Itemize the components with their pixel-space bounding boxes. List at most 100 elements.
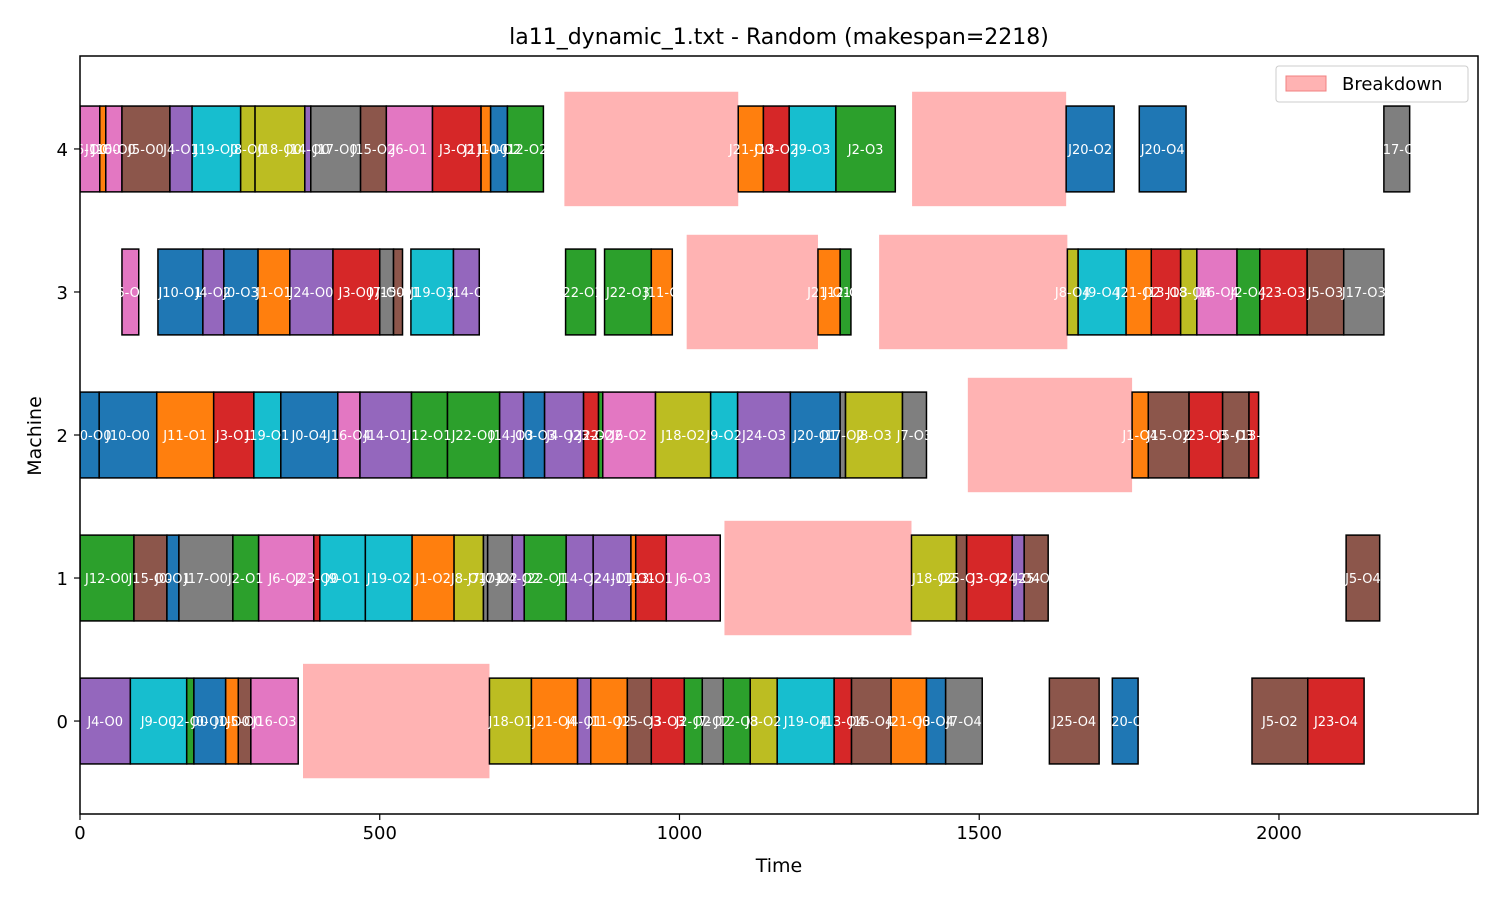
breakdown-block bbox=[724, 520, 912, 636]
operation-bar bbox=[178, 534, 234, 622]
operation-label: J23-O3 bbox=[1183, 429, 1228, 444]
operation-bar bbox=[1111, 677, 1139, 765]
operation-bar bbox=[788, 105, 837, 193]
operation-label: J14-O bbox=[448, 286, 485, 301]
operation-label: J5-O3 bbox=[1307, 286, 1344, 301]
operation-label: J17-O0 bbox=[313, 143, 358, 158]
operation-label: J11-O1 bbox=[162, 429, 207, 444]
operation-bar bbox=[602, 391, 657, 479]
operation-bar bbox=[121, 105, 171, 193]
operation-label: J1-O4 bbox=[1121, 429, 1158, 444]
operation-label: J18-O2 bbox=[911, 572, 956, 587]
operation-label: J22-O0 bbox=[451, 429, 496, 444]
operation-label: J16-O4 bbox=[326, 429, 371, 444]
operation-label: J12-O2 bbox=[823, 286, 868, 301]
operation-label: J5-O3 bbox=[1217, 429, 1254, 444]
operation-label: J13-O2 bbox=[753, 143, 798, 158]
operation-bar bbox=[1147, 391, 1190, 479]
operation-label: J24-O0 bbox=[288, 286, 333, 301]
operation-label: J21-O1 bbox=[806, 286, 851, 301]
operation-label: J12-O3 bbox=[714, 715, 759, 730]
operation-bar bbox=[634, 534, 668, 622]
operation-label: J22-O1 bbox=[522, 572, 567, 587]
operation-label: J18-O2 bbox=[660, 429, 705, 444]
operation-label: J12-O0 bbox=[84, 572, 129, 587]
operation-label: J11-O2 bbox=[586, 715, 631, 730]
operation-label: J14-O0 bbox=[285, 143, 330, 158]
operation-label: J5-O0 bbox=[127, 143, 164, 158]
operation-bar bbox=[250, 677, 299, 765]
operation-label: J20-O1 bbox=[792, 429, 837, 444]
y-tick-label: 4 bbox=[57, 140, 68, 161]
operation-label: J4-O2 bbox=[195, 286, 232, 301]
operation-bar bbox=[80, 534, 135, 622]
operation-label: J8-O1 bbox=[450, 572, 487, 587]
operation-bar bbox=[254, 105, 306, 193]
operation-label: J15-O0 bbox=[127, 572, 172, 587]
operation-label: J24-O4 bbox=[995, 572, 1040, 587]
operation-label: J7-O2 bbox=[481, 572, 518, 587]
operation-bar bbox=[257, 534, 315, 622]
operation-label: J3-O1 bbox=[215, 429, 252, 444]
operation-label: J18-O0 bbox=[257, 143, 302, 158]
operation-bar bbox=[1065, 105, 1115, 193]
operation-bar bbox=[1221, 391, 1250, 479]
operation-label: J7-O2 bbox=[694, 715, 731, 730]
operation-label: J10-O0 bbox=[105, 429, 150, 444]
operation-label: J25-O3 bbox=[939, 572, 984, 587]
operation-bar bbox=[590, 677, 629, 765]
operation-label: J23-O0 bbox=[294, 572, 339, 587]
operation-label: J5-O4 bbox=[1344, 572, 1381, 587]
operation-bar bbox=[289, 248, 334, 336]
operation-label: J4-O0 bbox=[86, 715, 123, 730]
x-tick-label: 2000 bbox=[1256, 823, 1302, 844]
x-tick-label: 1500 bbox=[956, 823, 1002, 844]
breakdown-block bbox=[686, 234, 818, 350]
operation-label: J21-O0 bbox=[728, 143, 773, 158]
operation-label: J20-O bbox=[1106, 715, 1143, 730]
operation-label: J8-O3 bbox=[855, 429, 892, 444]
y-tick-label: 3 bbox=[57, 283, 68, 304]
operation-bar bbox=[1306, 677, 1365, 765]
operation-label: J9-O1 bbox=[324, 572, 361, 587]
operation-label: J9-O3 bbox=[794, 143, 831, 158]
operation-label: J7-O3 bbox=[896, 429, 933, 444]
operation-label: J15-O1 bbox=[375, 286, 420, 301]
operation-bar bbox=[564, 248, 597, 336]
operation-label: J14-O1 bbox=[363, 429, 408, 444]
operation-label: J7-O0 bbox=[368, 286, 405, 301]
operation-bar bbox=[654, 391, 712, 479]
operation-bar bbox=[385, 105, 434, 193]
operation-bar bbox=[736, 391, 792, 479]
operation-label: J21-O2 bbox=[1116, 286, 1161, 301]
y-tick-label: 1 bbox=[57, 569, 68, 590]
operation-label: J19-O3 bbox=[409, 286, 454, 301]
operation-label: J15-O2 bbox=[1146, 429, 1191, 444]
operation-bar bbox=[835, 105, 897, 193]
operation-label: J2-O3 bbox=[847, 143, 884, 158]
operation-label: J23-O3 bbox=[1260, 286, 1305, 301]
operation-label: J2-O0 bbox=[171, 715, 208, 730]
operation-bar bbox=[1342, 248, 1385, 336]
breakdown-block bbox=[564, 91, 739, 207]
operation-label: J4-O1 bbox=[162, 143, 199, 158]
operation-label: J16-O3 bbox=[252, 715, 297, 730]
operation-label: J2-O4 bbox=[1230, 286, 1267, 301]
legend-frame bbox=[1275, 65, 1469, 103]
x-tick-label: 500 bbox=[363, 823, 397, 844]
operation-bar bbox=[762, 105, 790, 193]
operation-bar bbox=[709, 391, 739, 479]
operation-label: J8-O0 bbox=[229, 143, 266, 158]
operation-label: J4-O1 bbox=[565, 715, 602, 730]
operation-label: J0-O3 bbox=[222, 286, 259, 301]
legend-swatch-breakdown bbox=[1285, 75, 1327, 92]
operation-label: J0-O4 bbox=[290, 429, 327, 444]
operation-label: J6-O2 bbox=[267, 572, 304, 587]
operation-label: J17-O bbox=[1378, 143, 1415, 158]
breakdown-block bbox=[879, 234, 1068, 350]
operation-label: J0-O1 bbox=[154, 572, 191, 587]
chart-title: la11_dynamic_1.txt - Random (makespan=22… bbox=[509, 25, 1049, 50]
operation-label: J24-O2 bbox=[495, 572, 540, 587]
operation-label: J13-O4 bbox=[820, 715, 865, 730]
